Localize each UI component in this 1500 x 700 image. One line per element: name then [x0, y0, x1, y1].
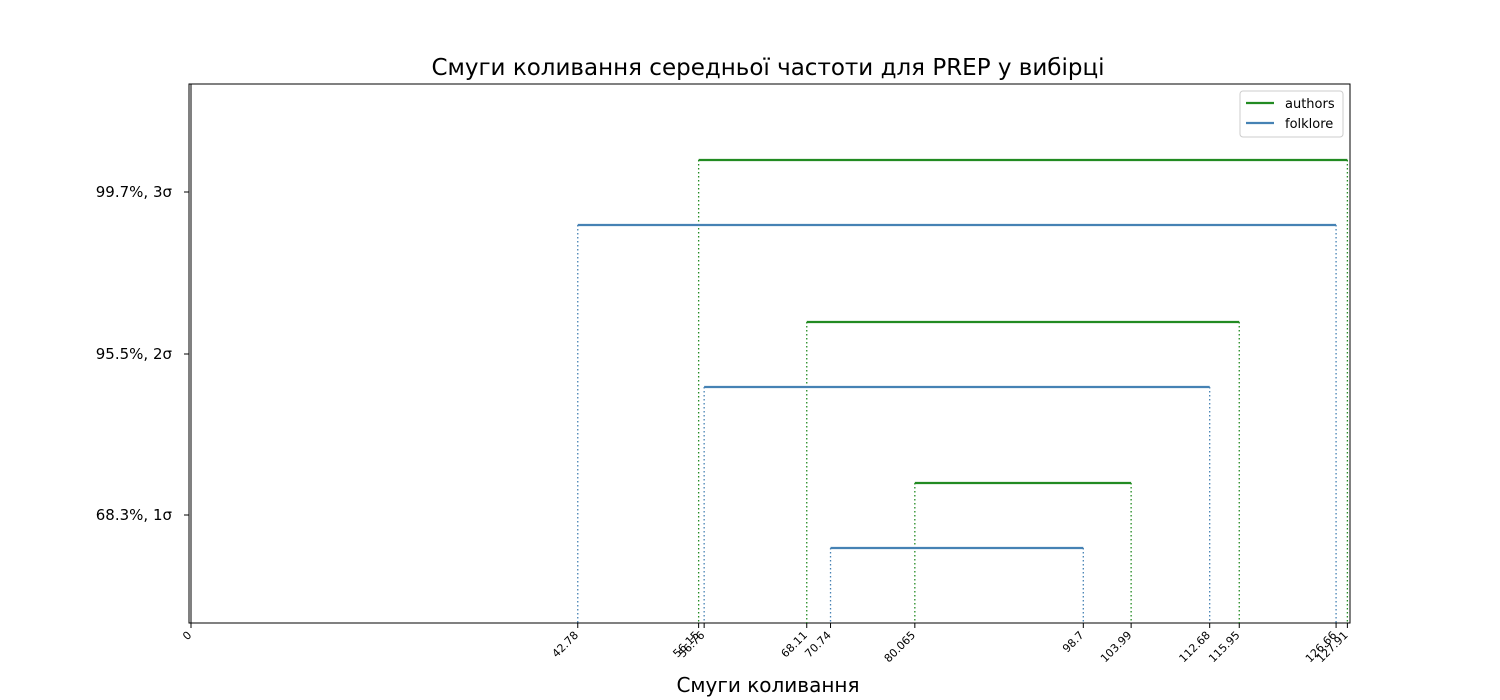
x-tick-label: 115.95 — [1206, 629, 1242, 665]
legend-label-authors: authors — [1285, 97, 1335, 112]
y-tick-label: 68.3%, 1σ — [96, 506, 173, 524]
x-tick-label: 0 — [180, 629, 194, 643]
plot-area-frame — [188, 83, 1351, 624]
x-tick-label: 112.68 — [1177, 629, 1213, 665]
x-tick-label: 80.065 — [882, 629, 918, 665]
x-tick-label: 98.7 — [1060, 629, 1087, 656]
chart-marks — [577, 158, 1349, 623]
chart-title: Смуги коливання середньої частоти для PR… — [431, 55, 1104, 81]
legend-label-folklore: folklore — [1285, 117, 1333, 132]
legend: authors folklore — [1239, 90, 1344, 138]
x-tick-label: 103.99 — [1098, 629, 1134, 665]
y-axis-ticks: 68.3%, 1σ 95.5%, 2σ 99.7%, 3σ — [96, 183, 189, 524]
y-tick-label: 95.5%, 2σ — [96, 345, 173, 363]
x-tick-label: 68.11 — [779, 629, 810, 660]
x-tick-label: 42.78 — [550, 629, 581, 660]
y-tick-label: 99.7%, 3σ — [96, 183, 173, 201]
x-tick-label: 70.74 — [802, 629, 833, 660]
x-axis-label: Смуги коливання — [676, 673, 859, 697]
